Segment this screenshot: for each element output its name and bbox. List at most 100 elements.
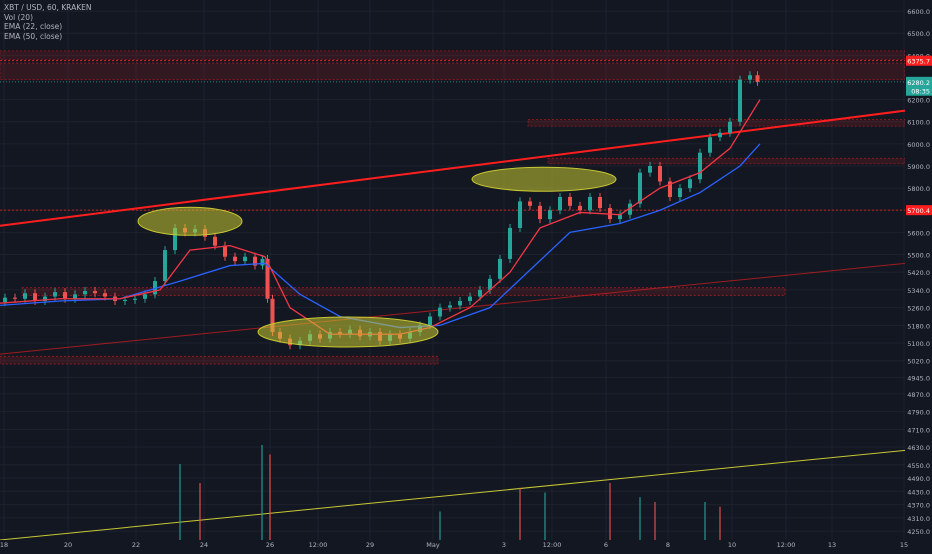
price-zone [21, 287, 786, 296]
candle-body [598, 196, 602, 209]
candle-body [638, 172, 642, 204]
candle-body [748, 75, 752, 80]
y-tick-label: 4790.0 [907, 409, 930, 417]
candle-body [578, 205, 582, 211]
x-tick-label: 12:00 [309, 541, 328, 549]
candle-body [260, 258, 265, 266]
candle-body [468, 296, 472, 301]
candle-body [458, 300, 462, 306]
candle-body [428, 316, 432, 326]
candle-body [253, 256, 257, 266]
volume-bar [179, 464, 181, 540]
x-tick-label: 6 [604, 541, 608, 549]
candle-body [588, 196, 592, 211]
candle-body [270, 298, 275, 332]
volume-bar [199, 483, 201, 540]
candle-body [528, 201, 532, 206]
y-tick-label: 5180.0 [907, 322, 930, 330]
volume-bar [544, 492, 546, 540]
candle-body [688, 179, 692, 189]
trendline-resistance [0, 109, 906, 227]
candle-body [133, 298, 137, 300]
x-tick-label: 15 [900, 541, 908, 549]
y-tick-label: 6600.0 [907, 8, 930, 16]
x-tick-label: 20 [64, 541, 72, 549]
candle-body [698, 152, 702, 180]
price-label-box [906, 76, 932, 87]
x-tick-label: 12:00 [543, 541, 562, 549]
trendline-support [0, 449, 906, 541]
candle-body [488, 278, 492, 290]
candle-body [163, 250, 167, 282]
price-zone [0, 355, 439, 365]
x-tick-label: 8 [666, 541, 670, 549]
volume-bar [261, 445, 263, 540]
candle-body [448, 305, 452, 308]
candle-body [508, 227, 512, 259]
y-tick-label: 5020.0 [907, 358, 930, 366]
candle-body [153, 281, 157, 295]
volume-bar [439, 511, 441, 540]
candle-body [498, 258, 502, 279]
candle-body [73, 294, 77, 299]
candle-body [755, 75, 760, 82]
x-tick-label: May [426, 541, 440, 549]
y-tick-label: 5600.0 [907, 229, 930, 237]
candle-body [438, 307, 442, 317]
candle-body [63, 292, 67, 299]
x-tick-label: 12:00 [777, 541, 796, 549]
candle-body [123, 299, 127, 301]
candle-body [143, 294, 147, 299]
candle-body [53, 292, 57, 297]
price-zone [0, 62, 906, 81]
x-tick-label: 13 [828, 541, 836, 549]
candle-body [223, 245, 227, 257]
price-zone [547, 157, 906, 165]
y-tick-label: 5260.0 [907, 305, 930, 313]
y-tick-label: 4310.0 [907, 515, 930, 523]
candle-body [13, 297, 17, 299]
x-tick-label: 24 [200, 541, 208, 549]
legend-symbol: XBT / USD, 60, KRAKEN [4, 3, 92, 12]
y-tick-label: 4430.0 [907, 488, 930, 496]
y-tick-label: 5800.0 [907, 185, 930, 193]
legend-volume: Vol (20) [4, 12, 34, 22]
price-label: 6375.7 [907, 58, 930, 66]
volume-bar [654, 502, 656, 540]
highlight-ellipse [137, 206, 243, 236]
y-tick-label: 5100.0 [907, 340, 930, 348]
y-tick-label: 6100.0 [907, 119, 930, 127]
y-tick-label: 6500.0 [907, 30, 930, 38]
candle-body [538, 205, 542, 220]
candle-body [93, 291, 97, 294]
price-label-box [906, 205, 932, 216]
candle-body [233, 256, 237, 262]
ema-22-line [0, 99, 761, 335]
volume-bar [639, 497, 641, 540]
volume-bar [519, 487, 521, 540]
y-tick-label: 4490.0 [907, 475, 930, 483]
price-label: 6280.2 [907, 79, 930, 87]
price-label: 5700.4 [907, 207, 930, 215]
y-tick-label: 4630.0 [907, 444, 930, 452]
x-tick-label: 10 [728, 541, 736, 549]
x-tick-label: 22 [132, 541, 140, 549]
highlight-ellipse [257, 316, 439, 348]
price-zone [527, 119, 906, 127]
y-tick-label: 4870.0 [907, 391, 930, 399]
x-tick-label: 3 [502, 541, 506, 549]
y-tick-label: 5420.0 [907, 269, 930, 277]
candle-body [265, 258, 270, 299]
candle-body [548, 210, 552, 220]
y-tick-label: 4370.0 [907, 502, 930, 510]
candle-body [173, 227, 177, 251]
candle-body [708, 137, 712, 153]
y-tick-label: 5500.0 [907, 252, 930, 260]
x-tick-label: 26 [266, 541, 274, 549]
y-tick-label: 4550.0 [907, 462, 930, 470]
y-tick-label: 6200.0 [907, 97, 930, 105]
x-tick-label: 29 [366, 541, 374, 549]
candle-body [568, 196, 572, 206]
